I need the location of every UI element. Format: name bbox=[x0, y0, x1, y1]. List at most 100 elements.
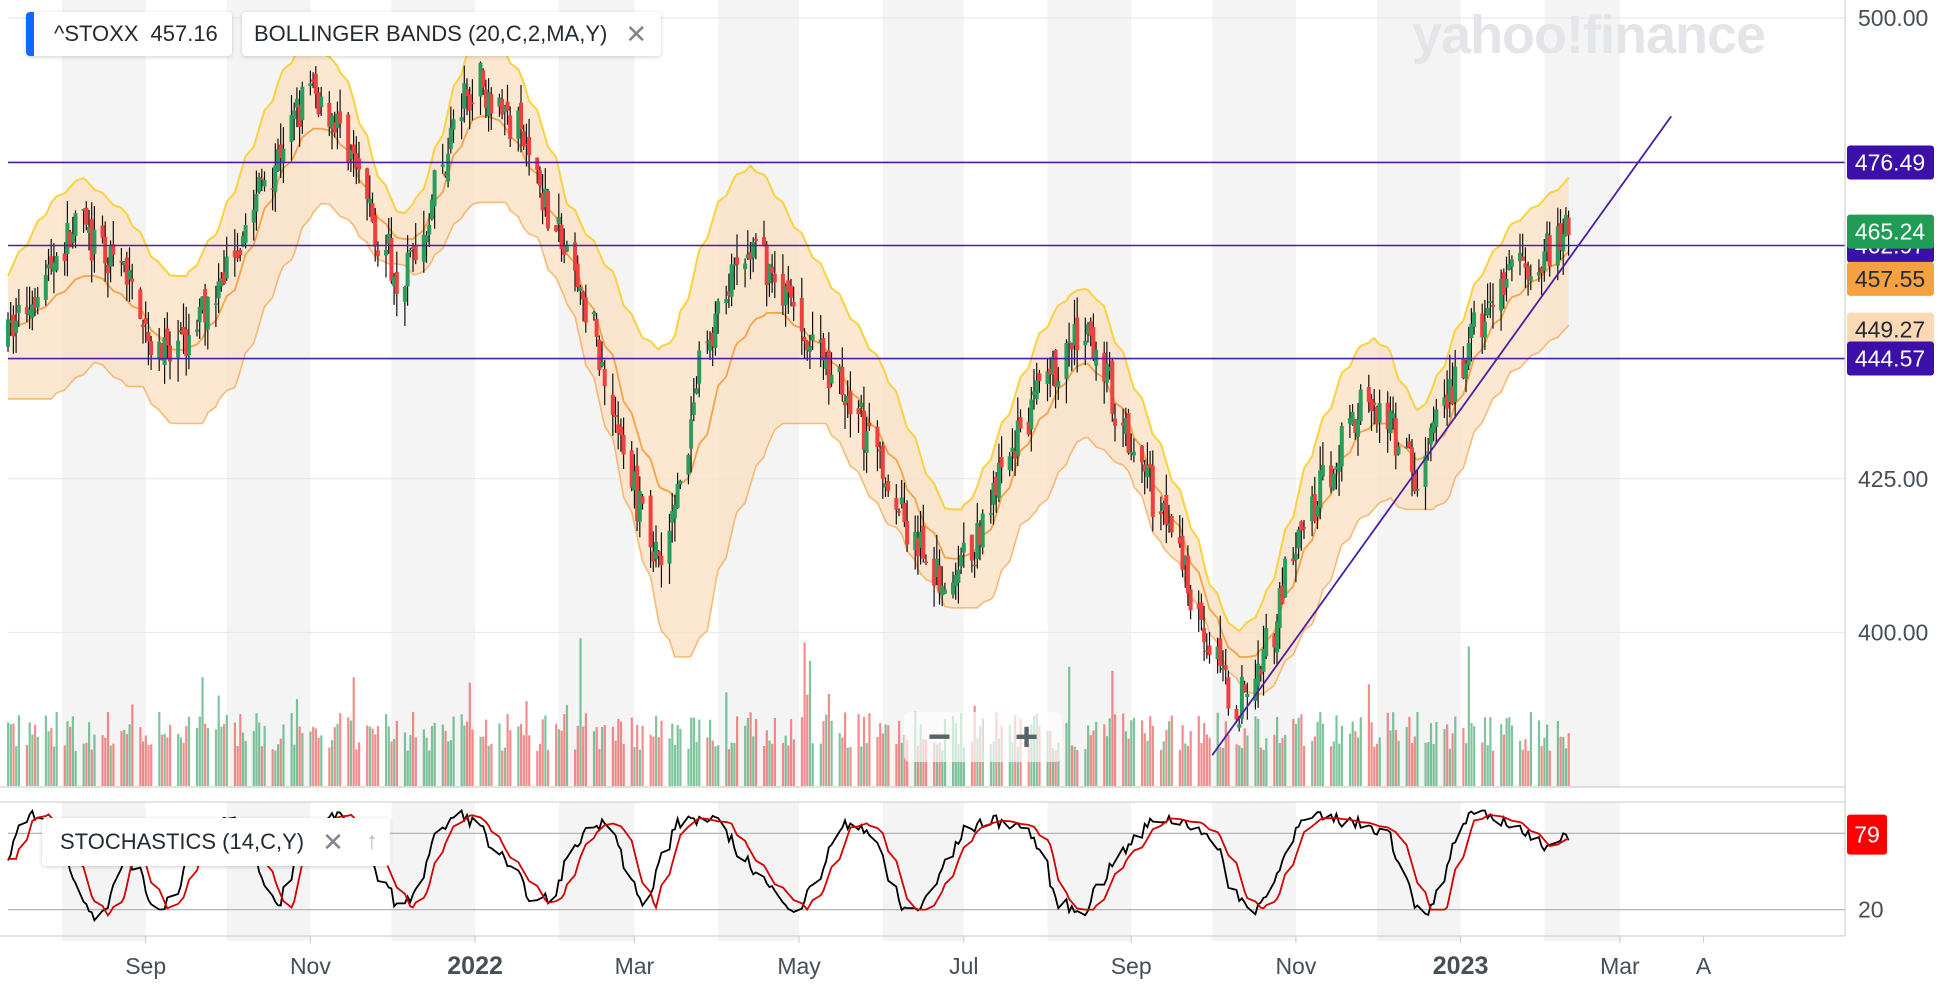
level-high-tag-bg bbox=[1847, 145, 1934, 180]
volume-bar bbox=[1454, 716, 1457, 786]
volume-bar bbox=[1564, 748, 1568, 786]
candle-body bbox=[49, 256, 54, 269]
volume-bar bbox=[1405, 727, 1408, 786]
volume-bar bbox=[1378, 737, 1381, 786]
candle-body bbox=[300, 86, 305, 121]
candle-body bbox=[716, 301, 721, 314]
candle-body bbox=[818, 339, 823, 343]
volume-bar bbox=[1259, 747, 1262, 786]
candle-body bbox=[87, 226, 91, 233]
candle-body bbox=[1523, 263, 1528, 268]
candle-body bbox=[332, 122, 337, 133]
y-tick-label: 500.00 bbox=[1858, 5, 1928, 31]
volume-bar bbox=[1567, 733, 1570, 786]
volume-bar bbox=[1330, 746, 1333, 786]
volume-bar bbox=[1178, 749, 1181, 786]
volume-bar bbox=[622, 744, 625, 786]
candle-body bbox=[713, 313, 718, 348]
volume-bar bbox=[1262, 749, 1265, 786]
close-icon[interactable]: ✕ bbox=[625, 18, 648, 49]
volume-bar bbox=[1359, 717, 1362, 786]
volume-bar bbox=[376, 726, 380, 786]
volume-bar bbox=[1562, 736, 1565, 786]
candle-body bbox=[1226, 677, 1231, 709]
zoom-out-button[interactable]: − bbox=[927, 714, 952, 759]
volume-bar bbox=[339, 713, 342, 786]
candle-body bbox=[1256, 663, 1261, 687]
volume-bar bbox=[857, 713, 860, 786]
volume-bar bbox=[1375, 743, 1379, 786]
candle-body bbox=[1526, 265, 1531, 280]
volume-bar bbox=[692, 717, 695, 786]
volume-bar bbox=[509, 730, 512, 786]
candle-body bbox=[726, 291, 731, 296]
volume-bar bbox=[52, 746, 56, 786]
volume-bar bbox=[479, 736, 482, 786]
ticker-pill[interactable]: ^STOXX 457.16 bbox=[26, 12, 232, 56]
candle-body bbox=[1277, 588, 1282, 629]
volume-bar bbox=[698, 719, 701, 786]
volume-bar bbox=[85, 742, 88, 786]
candle-body bbox=[346, 114, 351, 163]
stochastics-indicator-pill[interactable]: STOCHASTICS (14,C,Y) ✕ ↑ bbox=[42, 818, 390, 866]
candle-body bbox=[1148, 464, 1153, 468]
candle-body bbox=[122, 261, 127, 266]
candle-body bbox=[1196, 603, 1201, 609]
candle-body bbox=[16, 304, 21, 313]
volume-bar bbox=[1519, 740, 1522, 786]
candle-body bbox=[934, 558, 939, 578]
volume-bar bbox=[714, 746, 717, 786]
candle-body bbox=[319, 96, 324, 108]
volume-bar bbox=[1492, 750, 1495, 786]
candle-body bbox=[24, 307, 29, 314]
volume-bar bbox=[614, 740, 617, 786]
volume-bar bbox=[482, 736, 485, 786]
volume-bar bbox=[879, 723, 882, 786]
level-low-tag: 444.57 bbox=[1855, 346, 1925, 372]
volume-bar bbox=[1543, 737, 1546, 786]
candle-body bbox=[119, 260, 124, 263]
volume-bar bbox=[709, 719, 712, 786]
volume-bar bbox=[214, 729, 218, 786]
candle-body bbox=[213, 303, 218, 305]
x-tick-label: Nov bbox=[290, 953, 331, 979]
candle-body bbox=[411, 246, 415, 250]
volume-bar bbox=[781, 742, 785, 786]
volume-bar bbox=[320, 735, 323, 786]
candle-body bbox=[654, 541, 658, 560]
candle-body bbox=[953, 574, 958, 587]
candle-body bbox=[238, 249, 243, 255]
candle-body bbox=[578, 286, 583, 292]
volume-bar bbox=[881, 733, 884, 786]
y-tick-label: 400.00 bbox=[1858, 619, 1928, 645]
volume-bar bbox=[1367, 684, 1370, 786]
candle-body bbox=[724, 298, 729, 303]
candle-body bbox=[1558, 223, 1563, 251]
volume-bar bbox=[1095, 721, 1098, 786]
candle-body bbox=[772, 273, 777, 283]
volume-bar bbox=[1413, 736, 1416, 786]
candle-body bbox=[257, 176, 262, 193]
arrow-up-icon[interactable]: ↑ bbox=[365, 828, 378, 855]
volume-bar bbox=[925, 739, 928, 786]
volume-bar bbox=[771, 743, 774, 786]
candle-body bbox=[1094, 349, 1099, 366]
volume-bar bbox=[88, 722, 91, 786]
volume-bar bbox=[355, 749, 358, 786]
volume-bar bbox=[1397, 740, 1400, 786]
candle-body bbox=[913, 531, 918, 550]
candle-body bbox=[691, 402, 696, 415]
candle-body bbox=[1121, 422, 1126, 426]
candle-body bbox=[497, 97, 502, 107]
zoom-in-button[interactable]: + bbox=[1014, 714, 1039, 759]
candle-body bbox=[1447, 379, 1452, 403]
candle-body bbox=[443, 173, 448, 177]
bollinger-indicator-pill[interactable]: BOLLINGER BANDS (20,C,2,MA,Y) ✕ bbox=[242, 12, 662, 56]
candle-body bbox=[168, 345, 172, 362]
volume-bar bbox=[1127, 738, 1130, 786]
candle-body bbox=[292, 110, 297, 120]
volume-bar bbox=[387, 726, 390, 786]
candle-body bbox=[956, 569, 961, 583]
close-icon[interactable]: ✕ bbox=[322, 826, 344, 857]
